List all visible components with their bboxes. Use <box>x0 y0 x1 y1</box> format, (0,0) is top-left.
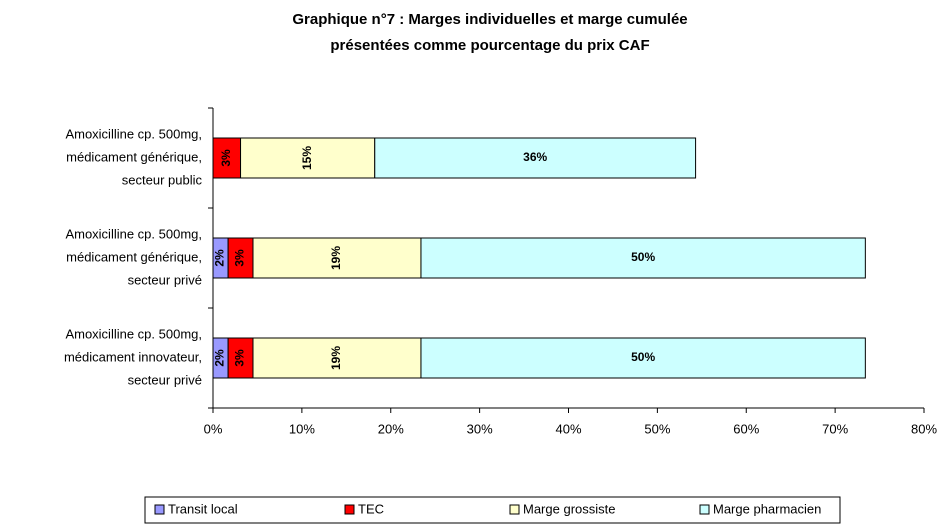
chart-title: Graphique n°7 : Marges individuelles et … <box>292 11 687 28</box>
value-label: 36% <box>523 150 547 164</box>
bar-segment <box>252 337 422 379</box>
legend-swatch <box>154 504 165 515</box>
x-tick-label: 40% <box>555 421 581 436</box>
value-label: 19% <box>329 246 343 270</box>
legend-label: Marge pharmacien <box>713 501 821 516</box>
bar-segment <box>420 237 866 279</box>
category-label: médicament générique, <box>66 149 202 164</box>
x-tick-label: 30% <box>467 421 493 436</box>
legend-label: Marge grossiste <box>523 501 615 516</box>
value-label: 15% <box>300 146 314 170</box>
x-tick-label: 80% <box>911 421 937 436</box>
category-label: Amoxicilline cp. 500mg, <box>65 326 202 341</box>
bar-segment <box>240 137 376 179</box>
category-label: médicament innovateur, <box>64 349 202 364</box>
bar-segment <box>374 137 697 179</box>
value-label: 3% <box>233 349 247 367</box>
value-label: 19% <box>329 346 343 370</box>
value-label: 3% <box>233 249 247 267</box>
x-tick-label: 60% <box>733 421 759 436</box>
legend-box <box>144 496 841 524</box>
category-label: secteur privé <box>128 372 202 387</box>
value-label: 3% <box>219 149 233 167</box>
legend-label: TEC <box>358 501 384 516</box>
legend-swatch <box>344 504 355 515</box>
category-label: Amoxicilline cp. 500mg, <box>65 126 202 141</box>
category-label: secteur privé <box>128 272 202 287</box>
chart-title: présentées comme pourcentage du prix CAF <box>330 37 649 54</box>
x-tick-label: 70% <box>822 421 848 436</box>
x-tick-label: 0% <box>204 421 223 436</box>
x-tick-label: 10% <box>289 421 315 436</box>
value-label: 2% <box>213 349 227 367</box>
value-label: 2% <box>213 249 227 267</box>
category-label: secteur public <box>122 172 203 187</box>
bar-segment <box>227 337 254 379</box>
legend-swatch <box>509 504 520 515</box>
legend-swatch <box>699 504 710 515</box>
bar-segment <box>420 337 866 379</box>
legend-label: Transit local <box>168 501 238 516</box>
value-label: 50% <box>631 350 655 364</box>
category-label: Amoxicilline cp. 500mg, <box>65 226 202 241</box>
value-label: 50% <box>631 250 655 264</box>
bar-segment <box>252 237 422 279</box>
x-tick-label: 50% <box>644 421 670 436</box>
x-tick-label: 20% <box>378 421 404 436</box>
category-label: médicament générique, <box>66 249 202 264</box>
